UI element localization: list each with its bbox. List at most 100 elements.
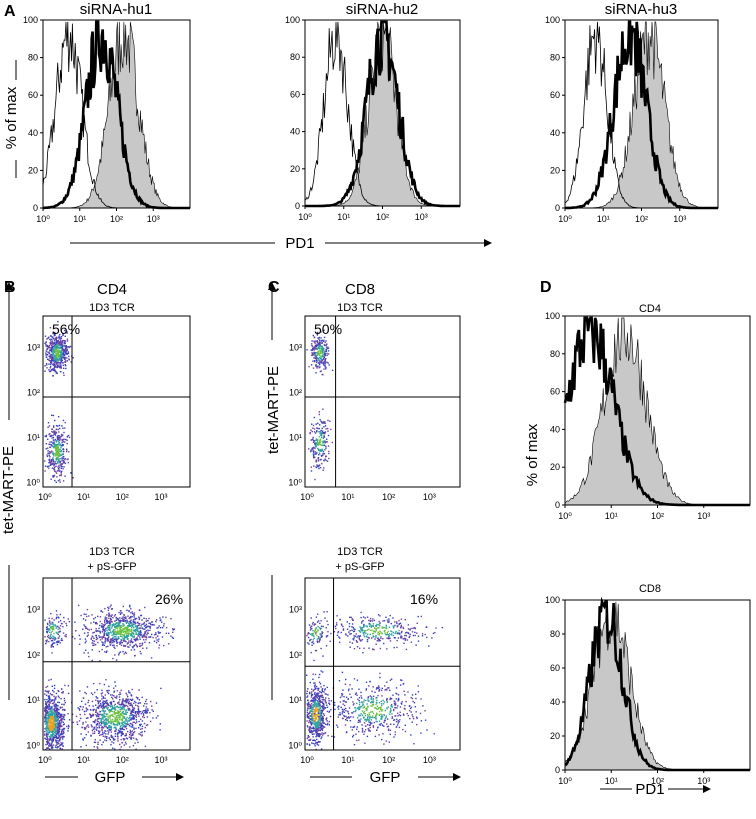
dot: [65, 439, 66, 440]
dot: [88, 700, 89, 701]
dot: [320, 467, 321, 468]
dot: [46, 363, 47, 364]
dot: [405, 701, 406, 702]
dot: [315, 708, 316, 709]
dot: [386, 689, 387, 690]
dot: [56, 449, 57, 450]
dot: [124, 706, 125, 707]
dot: [319, 340, 320, 341]
panel-title: CD4: [97, 281, 127, 298]
dot: [311, 424, 312, 425]
dot: [90, 735, 91, 736]
dot: [58, 627, 59, 628]
dot: [328, 451, 329, 452]
dot: [105, 733, 106, 734]
dot: [47, 738, 48, 739]
dot: [54, 718, 55, 719]
dot: [425, 720, 426, 721]
dot: [49, 620, 50, 621]
dot: [319, 343, 320, 344]
dot: [46, 641, 47, 642]
dot: [114, 631, 115, 632]
dot: [49, 723, 50, 724]
dot: [327, 707, 328, 708]
dot: [322, 409, 323, 410]
dot: [60, 707, 61, 708]
dot: [146, 647, 147, 648]
dot: [67, 713, 68, 714]
dot: [101, 695, 102, 696]
dot: [51, 632, 52, 633]
dot: [52, 357, 53, 358]
dot: [121, 636, 122, 637]
dot: [127, 706, 128, 707]
dot: [319, 691, 320, 692]
dot: [92, 645, 93, 646]
dot: [383, 726, 384, 727]
dot: [104, 716, 105, 717]
dot: [381, 701, 382, 702]
dot: [140, 653, 141, 654]
dot: [381, 716, 382, 717]
dot: [160, 627, 161, 628]
dot: [48, 716, 49, 717]
dot: [52, 457, 53, 458]
dot: [134, 742, 135, 743]
dot: [134, 619, 135, 620]
dot: [122, 634, 123, 635]
dot: [115, 733, 116, 734]
dot: [50, 343, 51, 344]
dot: [320, 683, 321, 684]
dot: [140, 719, 141, 720]
x-axis-label: PD1: [285, 235, 314, 252]
dot: [114, 627, 115, 628]
dot: [54, 685, 55, 686]
dot: [67, 730, 68, 731]
dot: [161, 622, 162, 623]
dot: [73, 357, 74, 358]
dot: [46, 627, 47, 628]
dot: [79, 720, 80, 721]
dot: [125, 726, 126, 727]
dot: [74, 622, 75, 623]
dot: [59, 717, 60, 718]
dot: [51, 710, 52, 711]
dot: [104, 624, 105, 625]
x-tick-label: 10¹: [605, 511, 618, 521]
dot: [324, 352, 325, 353]
dot: [314, 723, 315, 724]
dot: [54, 345, 55, 346]
dot: [47, 351, 48, 352]
dot: [119, 631, 120, 632]
dot: [117, 722, 118, 723]
dot: [111, 639, 112, 640]
dot: [134, 715, 135, 716]
dot: [104, 706, 105, 707]
dot: [142, 628, 143, 629]
dot: [319, 453, 320, 454]
dot: [79, 638, 80, 639]
x-tick-label: 10²: [651, 776, 664, 786]
dot: [316, 703, 317, 704]
dot: [126, 713, 127, 714]
dot: [393, 720, 394, 721]
dot: [63, 365, 64, 366]
dot: [318, 721, 319, 722]
dot: [51, 444, 52, 445]
dot: [137, 742, 138, 743]
dot: [143, 705, 144, 706]
dot: [93, 721, 94, 722]
dot: [64, 723, 65, 724]
dot: [336, 725, 337, 726]
dot: [55, 713, 56, 714]
dot: [126, 653, 127, 654]
dot: [140, 729, 141, 730]
dot: [145, 709, 146, 710]
dot: [312, 701, 313, 702]
dot: [90, 717, 91, 718]
dot: [61, 471, 62, 472]
dot: [158, 631, 159, 632]
dot: [123, 645, 124, 646]
dot: [122, 714, 123, 715]
dot: [55, 735, 56, 736]
